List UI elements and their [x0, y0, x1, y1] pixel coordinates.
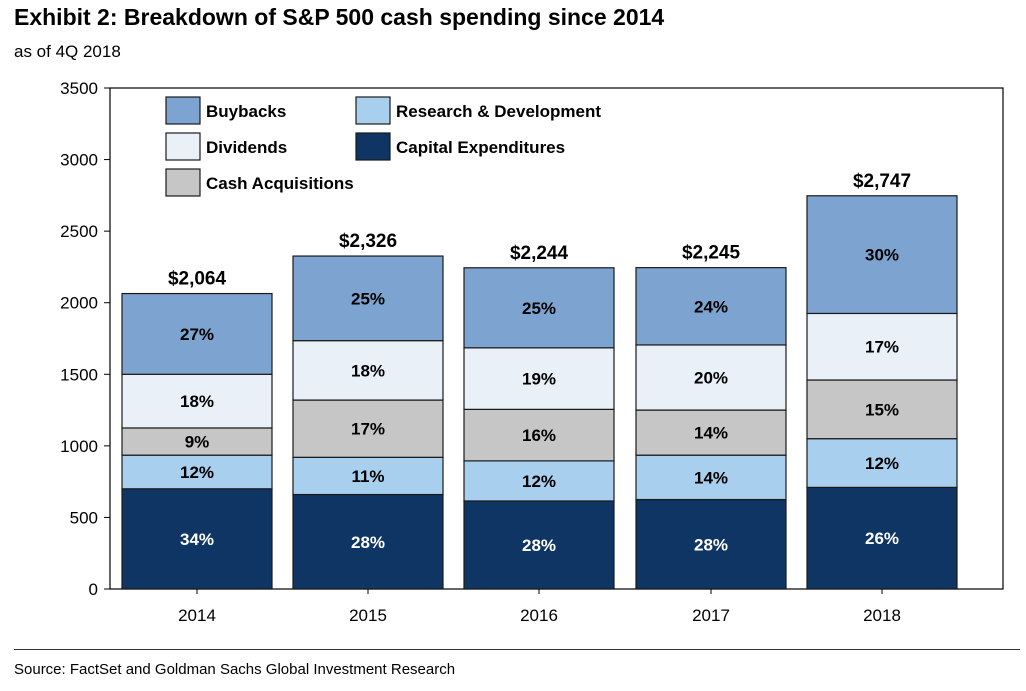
- legend-label: Dividends: [206, 138, 287, 157]
- x-tick-label: 2017: [692, 606, 730, 625]
- bar-segment: [635, 409, 787, 456]
- bar-segment: [121, 488, 273, 590]
- bar-segment: [806, 486, 958, 590]
- bar-segment: [292, 493, 444, 590]
- y-tick-label: 3000: [60, 151, 98, 170]
- legend-label: Buybacks: [206, 102, 286, 121]
- bar-segment: [121, 454, 273, 490]
- bar-segment: [463, 267, 615, 349]
- bar-segment: [463, 500, 615, 590]
- segment-label: 28%: [522, 536, 556, 555]
- bar-segment: [121, 292, 273, 375]
- bar-segment: [635, 498, 787, 590]
- total-label: $2,747: [853, 171, 911, 192]
- segment-label: 19%: [522, 370, 556, 389]
- bar-segment: [463, 408, 615, 462]
- bar-segment: [635, 267, 787, 346]
- segment-label: 12%: [180, 463, 214, 482]
- y-tick-label: 0: [89, 580, 98, 599]
- source-note: Source: FactSet and Goldman Sachs Global…: [14, 661, 456, 678]
- segment-label: 12%: [865, 454, 899, 473]
- chart-title: Exhibit 2: Breakdown of S&P 500 cash spe…: [14, 4, 665, 30]
- segment-label: 12%: [522, 472, 556, 491]
- bar-segment: [292, 255, 444, 342]
- legend-label: Capital Expenditures: [396, 138, 565, 157]
- footer-divider: [14, 649, 1020, 650]
- segment-label: 30%: [865, 246, 899, 265]
- segment-label: 26%: [865, 529, 899, 548]
- segment-label: 15%: [865, 400, 899, 419]
- bar-segment: [806, 312, 958, 381]
- segment-label: 34%: [180, 530, 214, 549]
- bar-segment: [806, 195, 958, 315]
- legend-swatch: [165, 132, 201, 161]
- y-tick-label: 1500: [60, 365, 98, 384]
- bar-segment: [292, 399, 444, 458]
- segment-label: 14%: [694, 468, 728, 487]
- total-label: $2,245: [682, 243, 741, 264]
- bar-segment: [463, 460, 615, 502]
- y-tick-label: 2500: [60, 222, 98, 241]
- x-tick-label: 2015: [349, 606, 387, 625]
- segment-label: 17%: [865, 338, 899, 357]
- legend-swatch: [165, 96, 201, 125]
- bar-segment: [806, 438, 958, 488]
- segment-label: 16%: [522, 426, 556, 445]
- segment-label: 20%: [694, 369, 728, 388]
- stacked-bar-chart: 0 500 1000 1500 2000 2500 3000 3500 34% 12% 9% 18% 2…: [60, 79, 1004, 625]
- segment-label: 9%: [185, 433, 210, 452]
- legend-label: Cash Acquisitions: [206, 174, 354, 193]
- segment-label: 14%: [694, 424, 728, 443]
- bar-segment: [635, 344, 787, 411]
- bar-segment: [121, 427, 273, 456]
- chart-subtitle: as of 4Q 2018: [14, 42, 121, 61]
- legend-swatch: [355, 96, 391, 125]
- bar-segment: [806, 379, 958, 440]
- segment-label: 27%: [180, 325, 214, 344]
- segment-label: 25%: [351, 289, 385, 308]
- legend-swatch: [355, 132, 391, 161]
- segment-label: 18%: [351, 361, 385, 380]
- bar-segment: [635, 454, 787, 501]
- segment-label: 17%: [351, 420, 385, 439]
- legend-swatch: [165, 168, 201, 197]
- bar-segment: [121, 373, 273, 429]
- segment-label: 11%: [351, 467, 384, 486]
- y-tick-label: 1000: [60, 437, 98, 456]
- segment-label: 24%: [694, 297, 728, 316]
- x-tick-label: 2016: [520, 606, 558, 625]
- y-tick-label: 2000: [60, 294, 98, 313]
- total-label: $2,326: [339, 231, 397, 252]
- x-tick-label: 2018: [863, 606, 901, 625]
- segment-label: 28%: [694, 535, 728, 554]
- x-tick-label: 2014: [178, 606, 216, 625]
- segment-label: 28%: [351, 533, 385, 552]
- bar-segment: [292, 340, 444, 401]
- segment-label: 25%: [522, 299, 556, 318]
- total-label: $2,064: [168, 269, 227, 290]
- legend-label: Research & Development: [396, 102, 601, 121]
- segment-label: 18%: [180, 392, 214, 411]
- bar-segment: [463, 347, 615, 410]
- y-tick-label: 3500: [60, 79, 98, 98]
- total-label: $2,244: [510, 243, 569, 264]
- y-tick-label: 500: [70, 508, 98, 527]
